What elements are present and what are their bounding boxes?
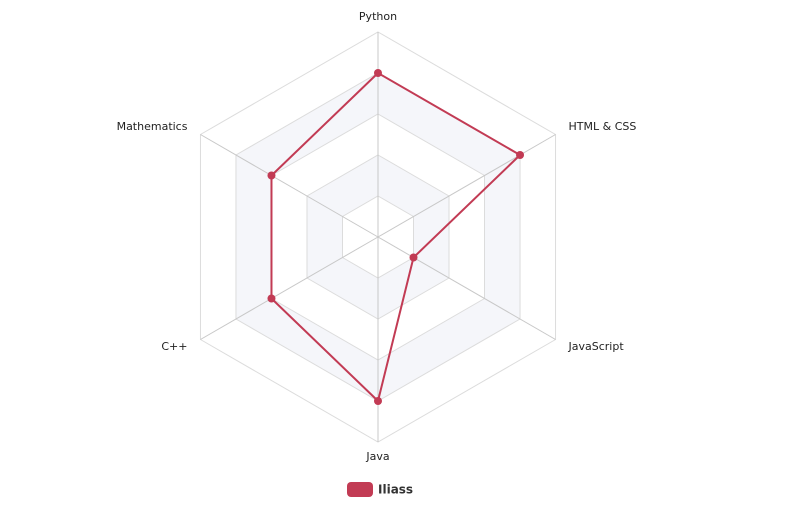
radar-axis-lines	[200, 32, 556, 442]
axis-label: Python	[359, 10, 397, 23]
axis-label: C++	[161, 340, 187, 353]
data-point-java[interactable]	[374, 397, 382, 405]
axis-label: HTML & CSS	[569, 120, 637, 133]
data-point-mathematics[interactable]	[267, 171, 276, 180]
axis-label: Mathematics	[117, 120, 188, 133]
legend-label[interactable]: Iliass	[378, 483, 413, 497]
radar-axis-line	[200, 236, 379, 340]
radar-axis-labels: Python HTML & CSS JavaScript Java C++ Mathema…	[117, 10, 637, 463]
legend-swatch[interactable]	[347, 482, 373, 497]
axis-label: Java	[365, 450, 389, 463]
data-point-python[interactable]	[374, 69, 382, 77]
data-point-c-[interactable]	[267, 294, 276, 303]
radar-axis-line	[200, 134, 379, 238]
data-point-html-css[interactable]	[516, 151, 525, 159]
axis-label: JavaScript	[568, 340, 625, 353]
radar-axis-line	[377, 134, 556, 238]
data-point-javascript[interactable]	[409, 253, 418, 262]
radar-series-layer	[267, 69, 525, 405]
radar-axis-line	[377, 236, 556, 340]
chart-legend[interactable]: Iliass	[347, 482, 413, 497]
